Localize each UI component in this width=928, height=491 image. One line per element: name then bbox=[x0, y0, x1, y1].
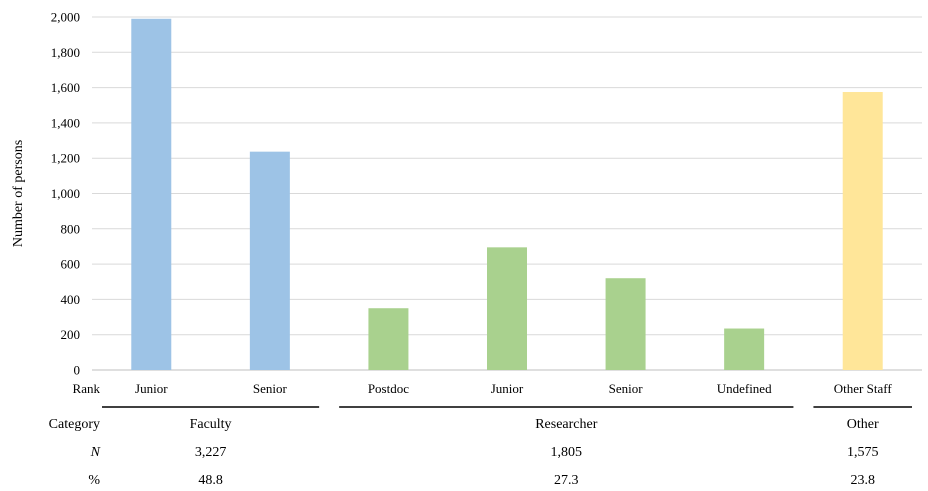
rank-label: Rank bbox=[73, 381, 101, 396]
x-tick-label: Senior bbox=[609, 381, 644, 396]
y-tick-label: 1,800 bbox=[51, 45, 80, 60]
y-tick-label: 1,400 bbox=[51, 115, 80, 130]
x-tick-label: Junior bbox=[491, 381, 524, 396]
n-row-label: N bbox=[90, 445, 101, 460]
summary-table: Category N% Faculty 3,227 48.8 Researcher 1,80… bbox=[49, 406, 912, 488]
y-tick-label: 800 bbox=[61, 221, 81, 236]
y-axis: 0 200 400 600 800 1,000 1,200 1,400 1,600 1,800 2,… bbox=[11, 10, 922, 378]
x-tick-label: Undefined bbox=[717, 381, 772, 396]
y-tick-label: 1,200 bbox=[51, 151, 80, 166]
y-tick-label: 0 bbox=[74, 363, 81, 378]
y-axis-title: Number of persons bbox=[11, 140, 26, 247]
category-percent: 23.8 bbox=[850, 473, 875, 488]
x-tick-label: Other Staff bbox=[834, 381, 893, 396]
category-percent: 48.8 bbox=[198, 473, 223, 488]
y-tick-label: 1,600 bbox=[51, 80, 80, 95]
category-name: Researcher bbox=[535, 417, 598, 432]
bars bbox=[131, 18, 883, 370]
bar bbox=[131, 18, 172, 370]
category-n: 3,227 bbox=[195, 445, 227, 460]
y-tick-label: 200 bbox=[61, 327, 81, 342]
percent-row-label: % bbox=[88, 473, 100, 488]
category-n: 1,575 bbox=[847, 445, 879, 460]
y-tick-label: 400 bbox=[61, 292, 81, 307]
x-tick-label: Senior bbox=[253, 381, 288, 396]
grid-lines bbox=[92, 16, 922, 336]
bar bbox=[724, 328, 765, 370]
x-tick-label: Postdoc bbox=[368, 381, 409, 396]
y-tick-label: 600 bbox=[61, 257, 81, 272]
category-row-label: Category bbox=[49, 417, 100, 432]
y-tick-label: 1,000 bbox=[51, 186, 80, 201]
x-tick-label: Junior bbox=[135, 381, 168, 396]
bar bbox=[605, 278, 646, 370]
bar bbox=[487, 247, 527, 370]
category-name: Faculty bbox=[190, 417, 232, 432]
category-name: Other bbox=[847, 417, 879, 432]
category-n: 1,805 bbox=[551, 445, 583, 460]
x-axis: Junior Senior Postdoc Junior Senior Undefined… bbox=[73, 381, 893, 396]
y-tick-label: 2,000 bbox=[51, 10, 80, 25]
category-percent: 27.3 bbox=[554, 473, 579, 488]
bar bbox=[368, 308, 409, 370]
bar bbox=[249, 151, 290, 370]
bar bbox=[842, 92, 883, 370]
